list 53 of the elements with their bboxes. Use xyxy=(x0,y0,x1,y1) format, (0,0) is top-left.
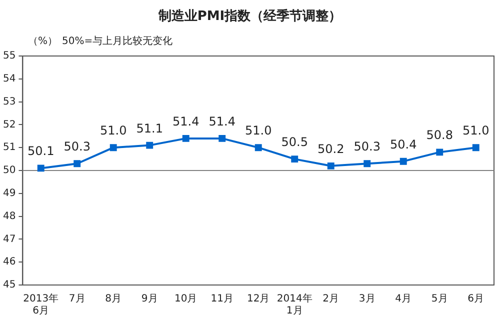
y-tick-label: 47 xyxy=(2,234,16,245)
point xyxy=(472,144,480,152)
data-label: 50.1 xyxy=(27,144,54,158)
text: 50%=与上月比较无变化 xyxy=(62,35,173,47)
y-tick-label: 53 xyxy=(2,96,16,108)
y-tick-label: 48 xyxy=(2,210,16,222)
point xyxy=(182,134,190,142)
data-label: 50.3 xyxy=(64,140,90,154)
point xyxy=(327,162,334,170)
x-tick-label: 7月 xyxy=(68,294,86,305)
x-tick-label: 4月 xyxy=(395,294,412,305)
y-tick-label: 46 xyxy=(2,256,16,268)
x-tick-label: 12月 xyxy=(246,294,270,305)
point xyxy=(218,134,226,142)
data-label: 51.0 xyxy=(462,124,490,138)
x-tick-label: 8月 xyxy=(105,294,122,305)
x-tick-label: 5月 xyxy=(431,294,448,305)
point xyxy=(254,144,262,152)
x-tick-label: 2月 xyxy=(322,294,340,305)
point xyxy=(436,148,444,156)
chart-title: 制造业PMI指数（经季节调整） xyxy=(157,8,342,24)
point xyxy=(146,142,154,149)
data-label: 50.4 xyxy=(390,137,417,152)
point xyxy=(364,160,371,168)
data-label: 50.5 xyxy=(281,135,308,150)
data-label: 51.0 xyxy=(100,124,127,138)
data-label: 51.1 xyxy=(136,121,163,136)
data-label: 51.0 xyxy=(245,124,272,138)
y-tick-label: 52 xyxy=(2,119,16,130)
data-label: 50.3 xyxy=(354,140,380,154)
point xyxy=(74,160,81,168)
data-label: 51.4 xyxy=(172,114,200,128)
x-tick-label: 2014年 1月 xyxy=(276,292,312,317)
x-tick-label: 3月 xyxy=(358,294,376,305)
data-label: 51.4 xyxy=(208,114,236,128)
point xyxy=(291,156,298,163)
x-tick-label: 9月 xyxy=(141,294,158,305)
point xyxy=(37,164,44,172)
y-tick-label: 49 xyxy=(2,188,16,199)
x-tick-label: 2013年 6月 xyxy=(23,292,59,317)
data-label: 50.2 xyxy=(318,142,344,156)
y-tick-label: 45 xyxy=(2,280,16,291)
y-tick-label: 54 xyxy=(2,73,16,84)
y-tick-label: 51 xyxy=(2,142,16,154)
x-tick-label: 6月 xyxy=(468,294,484,305)
x-tick-label: 11月 xyxy=(210,294,234,305)
x-tick-label: 10月 xyxy=(174,294,198,305)
point xyxy=(400,158,407,165)
point xyxy=(110,144,117,152)
y-tick-label: 50 xyxy=(2,165,16,176)
y-tick-label: 55 xyxy=(2,50,16,62)
data-label: 50.8 xyxy=(426,128,453,142)
y-axis-title: （%） xyxy=(28,36,58,47)
